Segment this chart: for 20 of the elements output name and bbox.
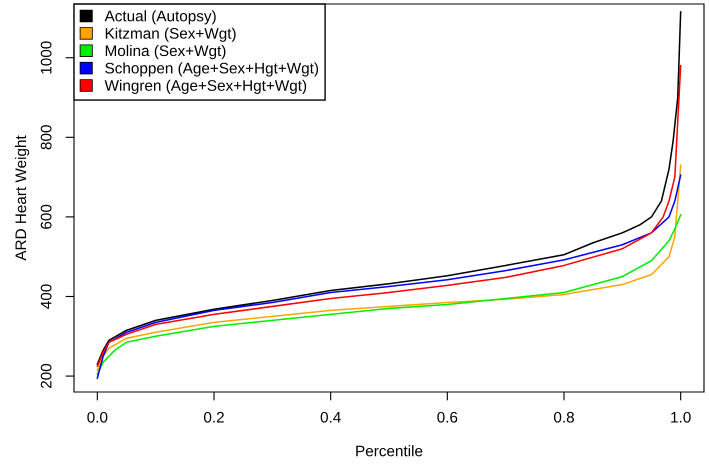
y-tick-label: 400 (40, 284, 52, 309)
x-tick-label: 0.4 (320, 412, 341, 423)
legend-label: Actual (Autopsy) (104, 10, 216, 24)
y-tick-label: 1000 (40, 41, 52, 74)
x-tick-label: 1.0 (671, 412, 691, 423)
y-axis-title: ARD Heart Weight (14, 135, 30, 261)
x-tick-label: 0.0 (87, 412, 108, 423)
x-tick-label: 0.8 (554, 412, 574, 423)
x-axis-title: Percentile (356, 445, 422, 456)
y-tick-label: 600 (40, 204, 52, 229)
y-tick-label: 800 (40, 125, 52, 150)
line-series (96, 214, 682, 375)
x-tick-label: 0.6 (437, 412, 458, 423)
legend-label: Wingren (Age+Sex+Hgt+Wgt) (104, 80, 306, 94)
legend-label: Molina (Sex+Wgt) (106, 44, 226, 60)
legend-label: Kitzman (Sex+Wgt) (106, 28, 236, 42)
y-tick-label: 200 (40, 364, 52, 388)
legend-label: Schoppen (Age+Sex+Hgt+Wgt) (105, 62, 318, 77)
line-series (96, 11, 682, 365)
x-tick-label: 0.2 (204, 412, 224, 423)
